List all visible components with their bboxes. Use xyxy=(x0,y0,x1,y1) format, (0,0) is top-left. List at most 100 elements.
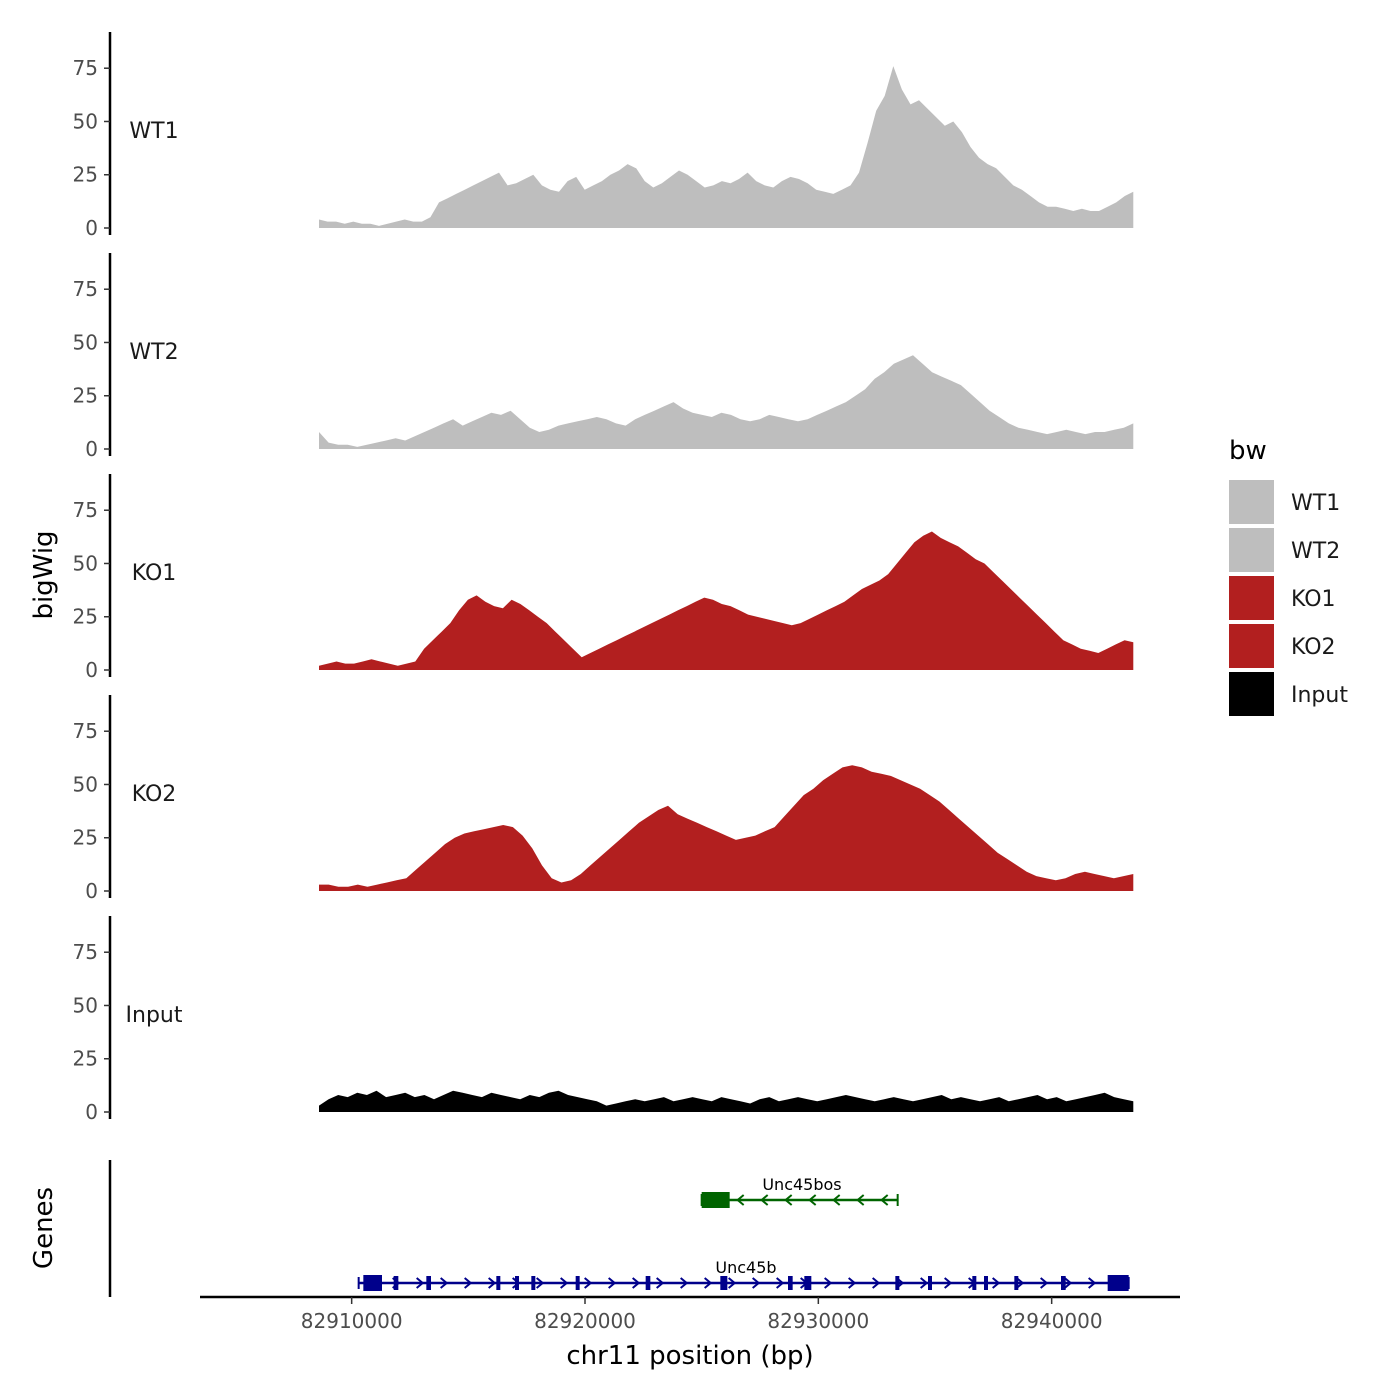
strand-arrow xyxy=(776,1277,785,1289)
x-tick-label: 82920000 xyxy=(534,1309,636,1333)
y-tick-label: 50 xyxy=(73,772,98,796)
exon xyxy=(701,1192,730,1208)
x-tick-label: 82910000 xyxy=(301,1309,403,1333)
strand-arrow xyxy=(784,1194,793,1206)
exon xyxy=(720,1276,728,1290)
signal-area-ko1 xyxy=(319,531,1134,670)
strand-arrow xyxy=(728,1277,737,1289)
strand-arrow xyxy=(560,1277,569,1289)
strand-arrow xyxy=(752,1277,761,1289)
signal-area-ko2 xyxy=(319,765,1134,891)
strand-arrow xyxy=(944,1277,953,1289)
exon xyxy=(804,1276,812,1290)
exon xyxy=(363,1275,382,1291)
exon xyxy=(426,1276,431,1290)
strand-arrow xyxy=(584,1277,593,1289)
y-tick-label: 0 xyxy=(85,216,98,240)
strand-arrow xyxy=(656,1277,665,1289)
signal-area-input xyxy=(319,1090,1134,1112)
panel-ko1: 0 25 50 75 KO1 xyxy=(73,474,1134,682)
y-tick-label: 75 xyxy=(73,498,98,522)
strand-arrow xyxy=(440,1277,449,1289)
legend-swatch-ko1 xyxy=(1229,576,1274,620)
strand-arrow xyxy=(1064,1277,1073,1289)
exon xyxy=(972,1276,977,1290)
y-tick-label: 0 xyxy=(85,658,98,682)
strand-arrow xyxy=(872,1277,881,1289)
exon xyxy=(1107,1275,1129,1291)
y-tick-label: 75 xyxy=(73,277,98,301)
panel-wt1: 0 25 50 75 WT1 xyxy=(73,32,1134,240)
signal-panels: 0 25 50 75 WT1 0 25 50 75 WT2 0 25 50 75 KO1 0 25 50 75 KO2… xyxy=(73,32,1134,1124)
exon xyxy=(515,1276,519,1290)
panel-label: KO1 xyxy=(132,561,177,586)
y-tick-label: 50 xyxy=(73,551,98,575)
panel-label: WT1 xyxy=(129,119,178,144)
strand-arrow xyxy=(856,1194,865,1206)
legend-swatch-wt1 xyxy=(1229,480,1274,524)
y-tick-label: 25 xyxy=(73,163,98,187)
legend: bw WT1 WT2 KO1 KO2 Input xyxy=(1229,436,1348,716)
y-tick-label: 50 xyxy=(73,993,98,1017)
genes-track-title: Genes xyxy=(29,1187,59,1269)
panel-label: KO2 xyxy=(132,782,177,807)
exon xyxy=(393,1276,399,1290)
exon xyxy=(496,1276,501,1290)
panel-label: Input xyxy=(126,1003,183,1028)
y-axis-title: bigWig xyxy=(29,530,59,619)
strand-arrow xyxy=(760,1194,769,1206)
y-tick-label: 25 xyxy=(73,1047,98,1071)
y-tick-label: 75 xyxy=(73,56,98,80)
strand-arrow xyxy=(832,1194,841,1206)
strand-arrow xyxy=(608,1277,617,1289)
y-tick-label: 25 xyxy=(73,826,98,850)
strand-arrow xyxy=(680,1277,689,1289)
y-tick-label: 50 xyxy=(73,330,98,354)
signal-area-wt2 xyxy=(319,355,1134,449)
exon xyxy=(788,1276,793,1290)
gene-unc45b: Unc45b xyxy=(357,1258,1130,1291)
strand-arrow xyxy=(992,1277,1001,1289)
strand-arrow xyxy=(536,1277,545,1289)
strand-arrow xyxy=(632,1277,641,1289)
strand-arrow xyxy=(920,1277,929,1289)
legend-label-ko1: KO1 xyxy=(1291,587,1336,612)
gene-unc45bos: Unc45bos xyxy=(700,1175,899,1208)
genes-track: Unc45bos Unc45b xyxy=(108,1160,1130,1297)
strand-arrow xyxy=(824,1277,833,1289)
exon xyxy=(895,1276,900,1290)
gene-label: Unc45b xyxy=(715,1258,776,1277)
y-tick-label: 0 xyxy=(85,437,98,461)
strand-arrow xyxy=(704,1277,713,1289)
legend-label-wt2: WT2 xyxy=(1291,539,1340,564)
strand-arrow xyxy=(1016,1277,1025,1289)
panel-label: WT2 xyxy=(129,340,178,365)
strand-arrow xyxy=(880,1194,889,1206)
y-tick-label: 75 xyxy=(73,719,98,743)
x-axis-title: chr11 position (bp) xyxy=(566,1341,813,1371)
strand-arrow xyxy=(1088,1277,1097,1289)
legend-swatch-ko2 xyxy=(1229,624,1274,668)
x-tick-label: 82940000 xyxy=(1001,1309,1103,1333)
strand-arrow xyxy=(416,1277,425,1289)
legend-swatch-input xyxy=(1229,672,1274,716)
x-tick-label: 82930000 xyxy=(767,1309,869,1333)
exon xyxy=(928,1276,932,1290)
y-tick-label: 25 xyxy=(73,605,98,629)
y-tick-label: 0 xyxy=(85,879,98,903)
legend-swatch-wt2 xyxy=(1229,528,1274,572)
legend-label-wt1: WT1 xyxy=(1291,491,1340,516)
y-tick-label: 25 xyxy=(73,384,98,408)
y-tick-label: 50 xyxy=(73,109,98,133)
strand-arrow xyxy=(848,1277,857,1289)
panel-wt2: 0 25 50 75 WT2 xyxy=(73,253,1134,461)
y-tick-label: 0 xyxy=(85,1100,98,1124)
legend-title: bw xyxy=(1229,436,1267,466)
exon xyxy=(575,1276,580,1290)
exon xyxy=(1061,1276,1066,1290)
legend-label-input: Input xyxy=(1291,683,1348,708)
exon xyxy=(531,1276,536,1290)
strand-arrow xyxy=(488,1277,497,1289)
panel-input: 0 25 50 75 Input xyxy=(73,916,1134,1124)
